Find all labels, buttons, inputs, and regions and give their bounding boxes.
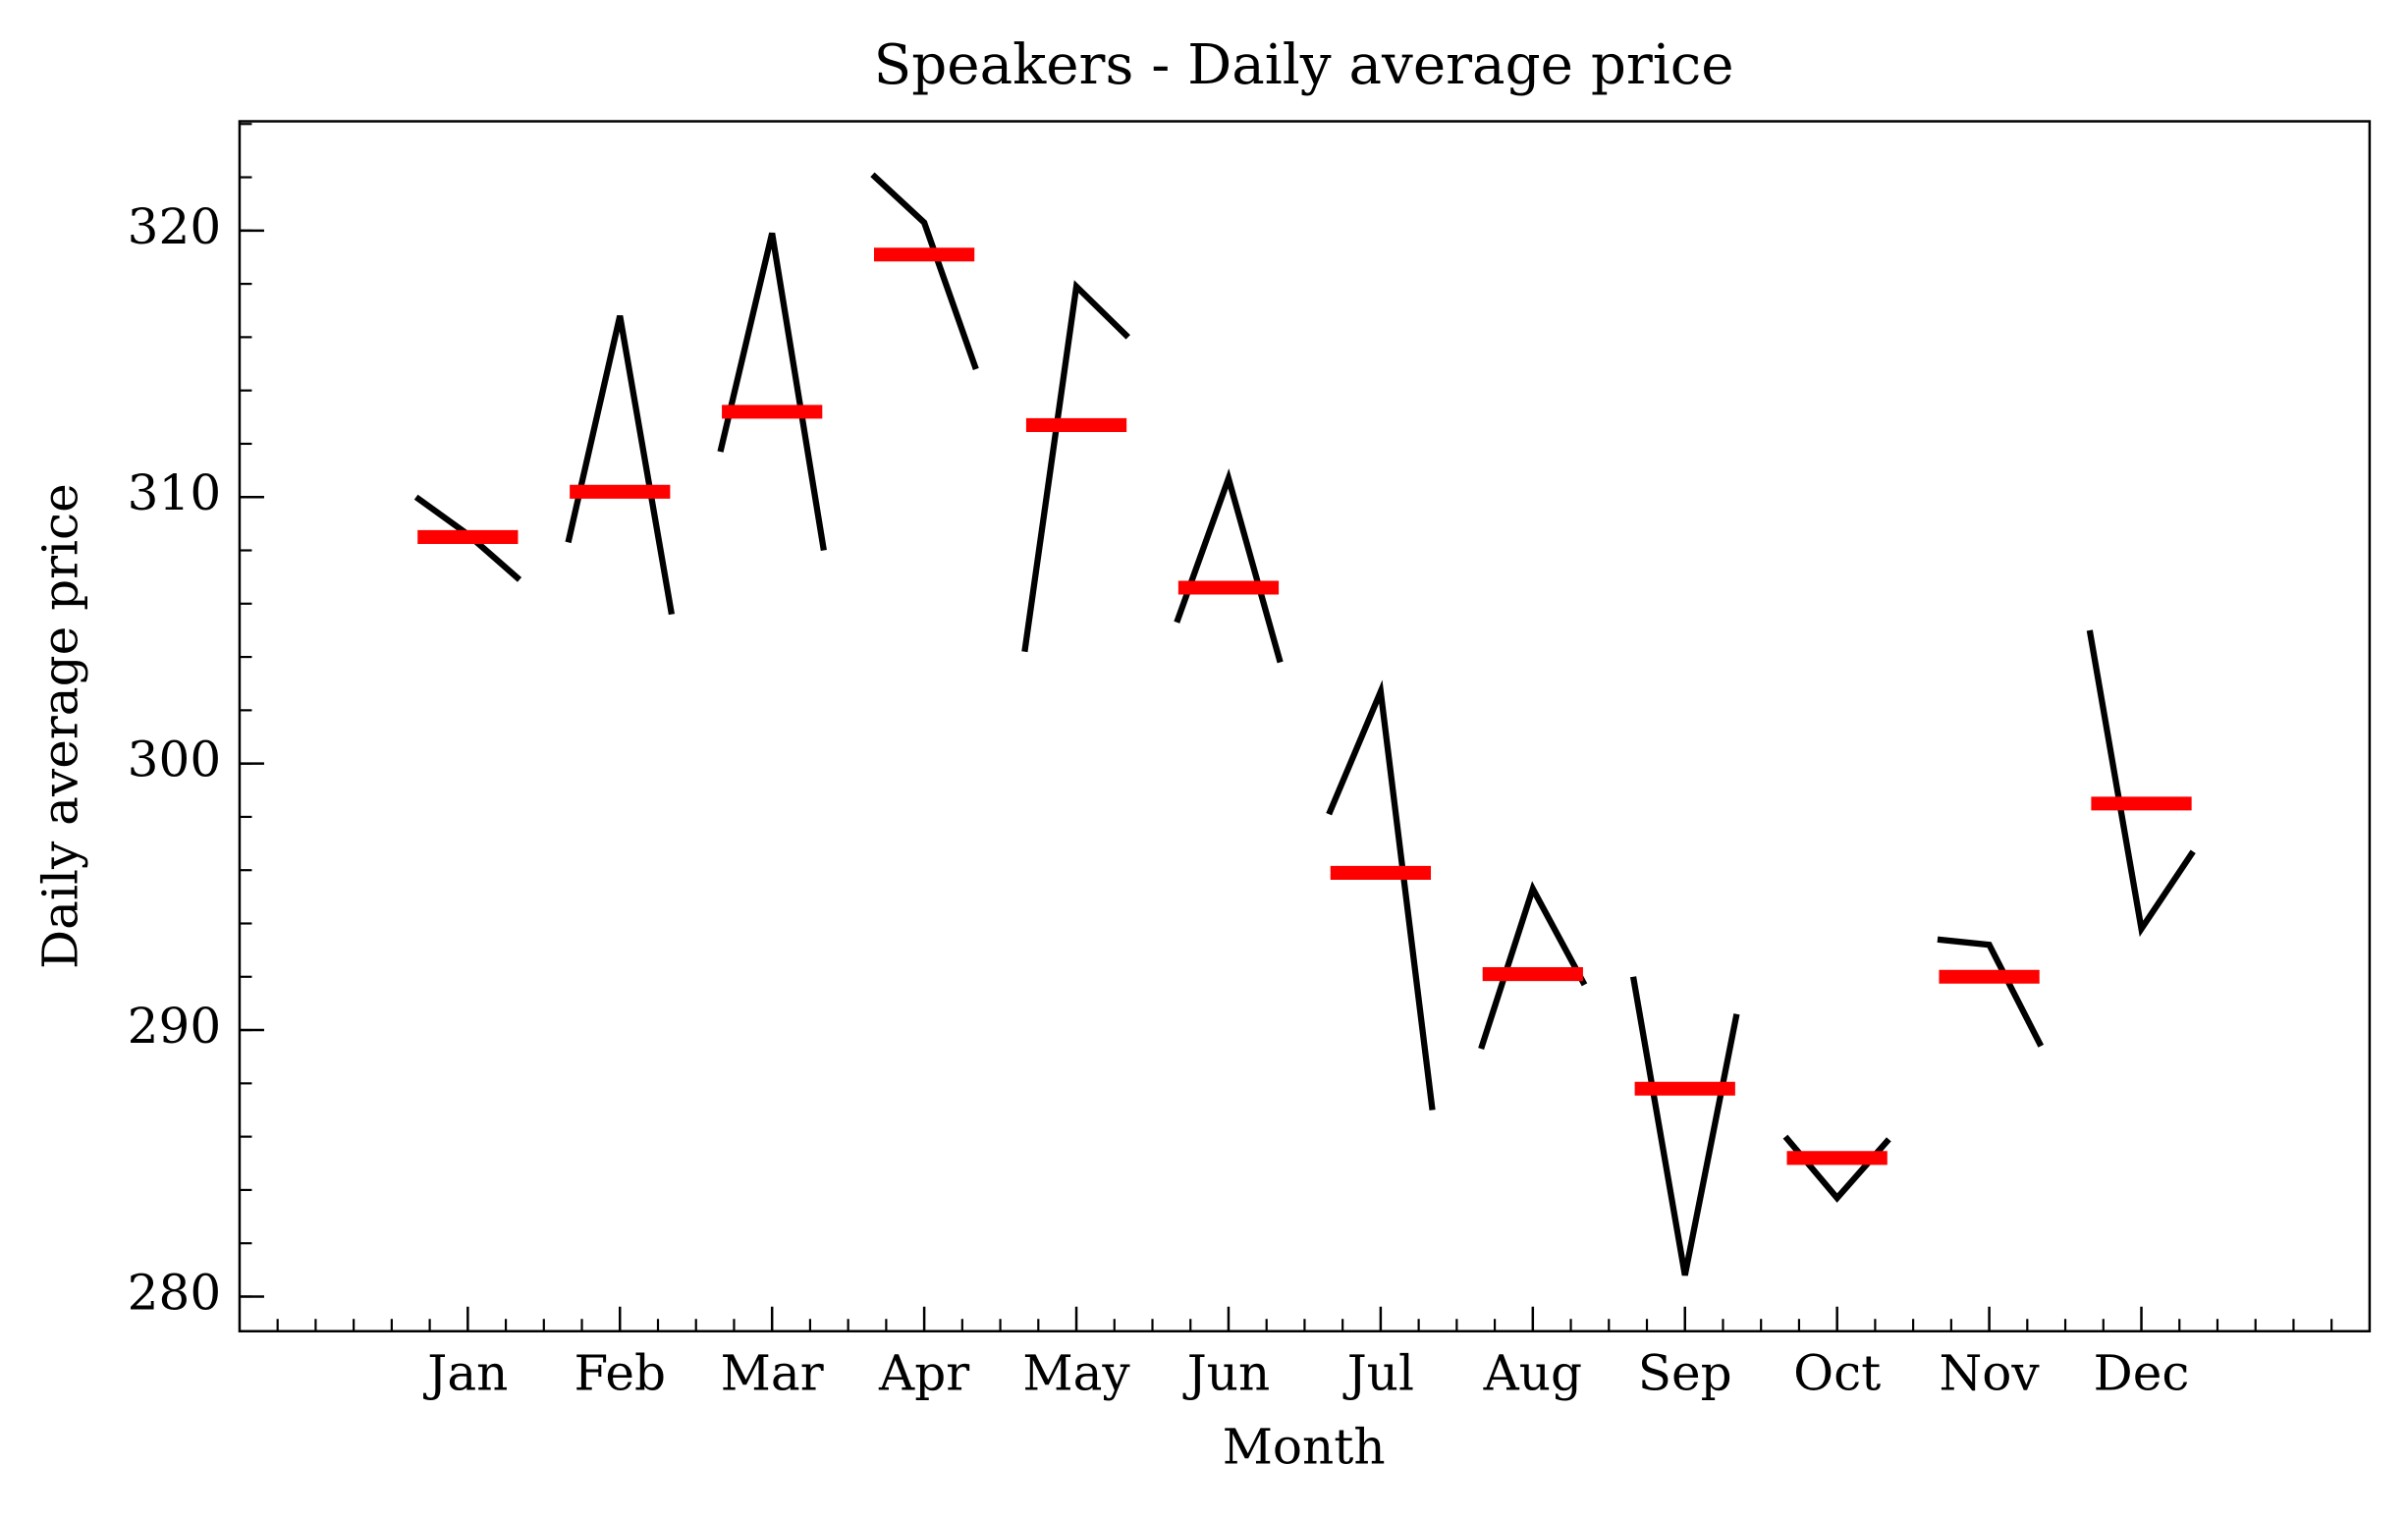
x-tick-label: Mar: [721, 1345, 824, 1402]
month-line: [870, 172, 979, 370]
y-tick-label: 310: [128, 464, 222, 521]
x-axis-label: Month: [1223, 1419, 1386, 1476]
x-tick-label: Oct: [1793, 1345, 1881, 1402]
y-tick-label: 280: [128, 1264, 222, 1321]
y-tick-label: 290: [128, 998, 222, 1055]
y-tick-label: 320: [128, 198, 222, 255]
month-line: [2086, 629, 2196, 938]
month-line: [717, 232, 827, 552]
y-tick-label: 300: [128, 732, 222, 788]
x-tick-label: Nov: [1940, 1345, 2041, 1402]
x-tick-label: Jul: [1342, 1345, 1414, 1402]
chart-title: Speakers - Daily average price: [874, 33, 1734, 97]
x-tick-label: Aug: [1483, 1345, 1582, 1402]
x-tick-label: May: [1022, 1345, 1130, 1402]
plot-frame: [238, 120, 2372, 1333]
x-tick-label: Jan: [422, 1345, 508, 1402]
month-line: [565, 314, 676, 616]
month-line: [1478, 881, 1588, 1051]
x-tick-label: Apr: [878, 1345, 969, 1402]
month-line: [1174, 467, 1284, 664]
x-tick-label: Jun: [1182, 1345, 1271, 1402]
month-line: [1326, 679, 1436, 1111]
x-tick-label: Dec: [2094, 1345, 2190, 1402]
x-tick-label: Feb: [574, 1345, 666, 1402]
month-line: [1629, 976, 1740, 1276]
x-tick-label: Sep: [1638, 1345, 1732, 1402]
month-line: [1021, 280, 1130, 653]
y-axis-label: Daily average price: [32, 483, 89, 969]
month-line: [1937, 936, 2045, 1048]
month-line: [1782, 1134, 1891, 1203]
